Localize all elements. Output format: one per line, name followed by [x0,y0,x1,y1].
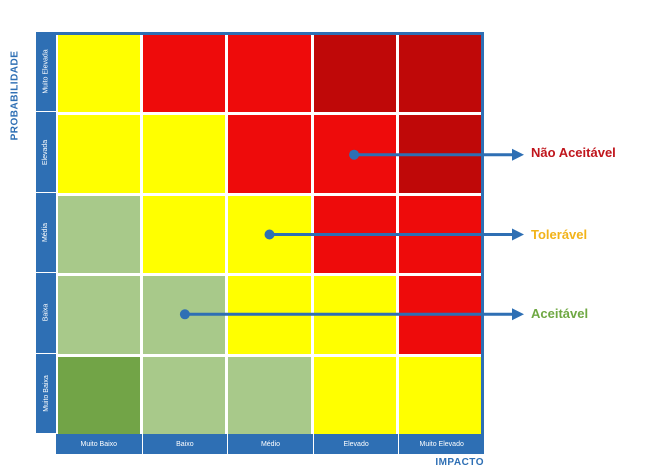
arrow-head [512,308,524,321]
y-tick-label: Muito Elevada [36,32,56,113]
matrix-cell [58,115,141,193]
legend-label-toleravel: Tolerável [531,227,588,242]
x-tick-label: Baixo [141,434,228,454]
y-axis-bar: Muito Elevada Elevada Média Baixa Muito Baix… [36,32,56,434]
risk-matrix-grid [56,32,484,434]
y-tick-label: Baixa [36,273,56,354]
matrix-cell [143,35,226,113]
matrix-cell [313,356,396,434]
matrix-cell [228,115,311,193]
x-tick-label: Elevado [312,434,399,454]
y-tick-label: Muito Baixa [36,354,56,434]
matrix-cell [58,276,141,354]
matrix-cell [143,195,226,274]
x-axis-bar: Muito Baixo Baixo Médio Elevado Muito Elevad… [56,434,484,454]
matrix-cell [313,35,396,113]
x-tick-label: Médio [227,434,313,454]
matrix-cell [228,35,311,113]
x-tick-label: Muito Elevado [398,434,484,454]
matrix-cell [58,356,141,434]
legend-label-aceitavel: Aceitável [531,306,589,321]
y-tick-label: Elevada [36,112,56,193]
legend-label-nao-aceitavel: Não Aceitável [531,145,616,160]
arrow-head [512,148,524,161]
matrix-cell [398,35,481,113]
x-axis-title: IMPACTO [435,457,484,468]
y-tick-label: Média [36,193,56,274]
matrix-cell [398,356,481,434]
matrix-cell [58,195,141,274]
arrow-head [512,228,524,241]
matrix-cell [58,35,141,113]
matrix-cell [228,356,311,434]
x-tick-label: Muito Baixo [80,440,118,448]
matrix-cell [143,356,226,434]
matrix-cell [143,115,226,193]
